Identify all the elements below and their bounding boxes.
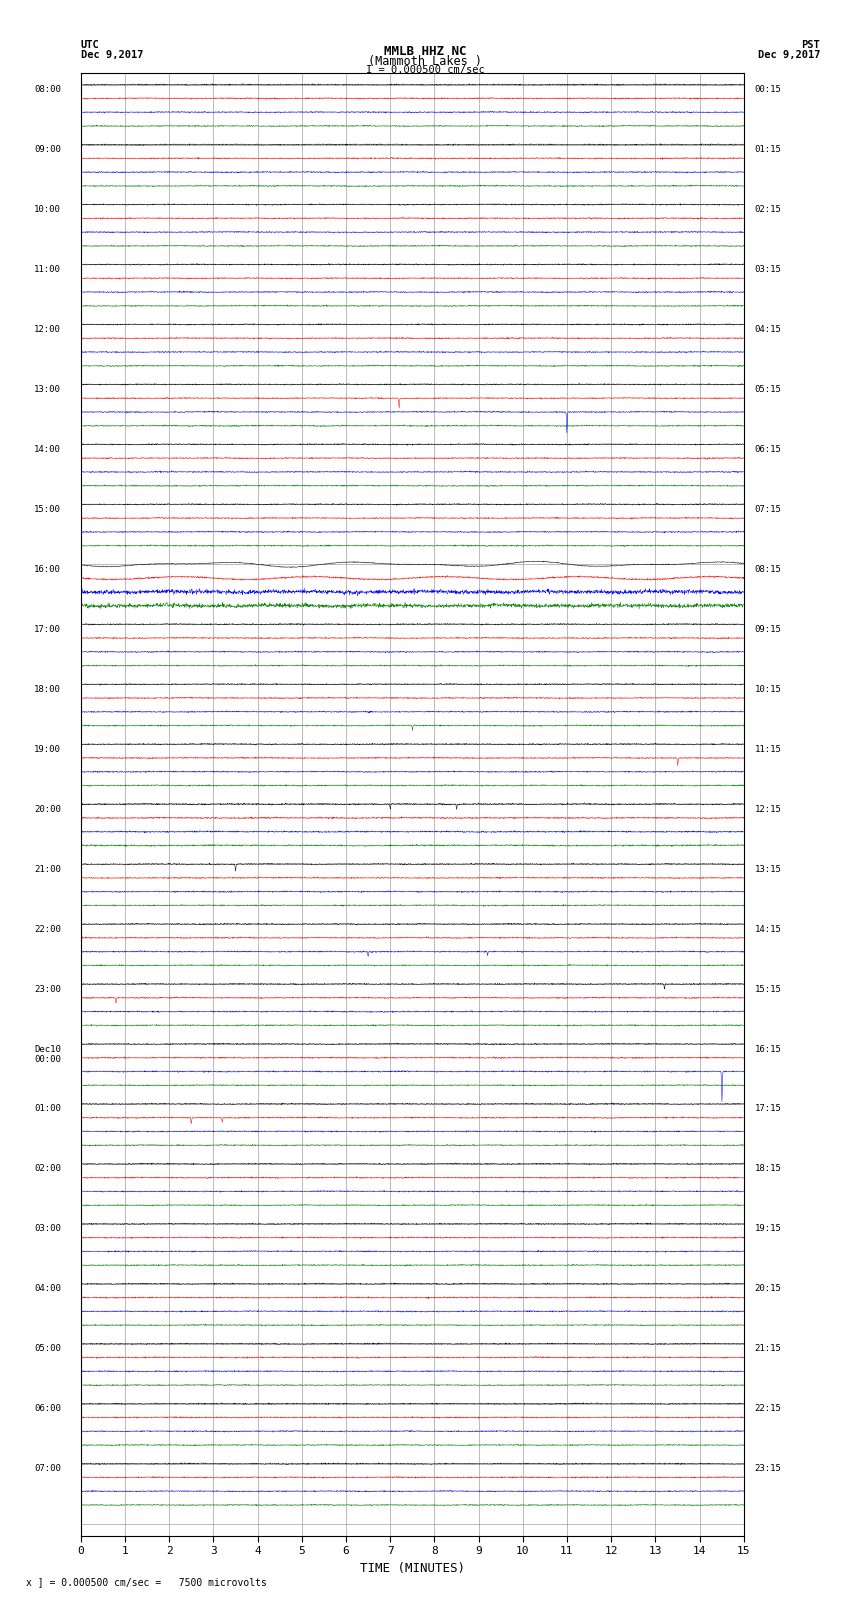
Text: 13:15: 13:15 [755, 865, 782, 874]
Text: 04:15: 04:15 [755, 324, 782, 334]
Text: 03:00: 03:00 [34, 1224, 61, 1234]
Text: 03:15: 03:15 [755, 265, 782, 274]
Text: 06:00: 06:00 [34, 1405, 61, 1413]
Text: 11:15: 11:15 [755, 745, 782, 753]
Text: 17:15: 17:15 [755, 1105, 782, 1113]
Text: 10:00: 10:00 [34, 205, 61, 215]
Text: 08:15: 08:15 [755, 565, 782, 574]
Text: Dec 9,2017: Dec 9,2017 [81, 50, 144, 60]
Text: 20:00: 20:00 [34, 805, 61, 813]
Text: 23:00: 23:00 [34, 984, 61, 994]
Text: 14:15: 14:15 [755, 924, 782, 934]
Text: 23:15: 23:15 [755, 1465, 782, 1473]
Text: 13:00: 13:00 [34, 386, 61, 394]
Text: 04:00: 04:00 [34, 1284, 61, 1294]
Text: 16:00: 16:00 [34, 565, 61, 574]
Text: 01:00: 01:00 [34, 1105, 61, 1113]
Text: 08:00: 08:00 [34, 85, 61, 94]
Text: 09:00: 09:00 [34, 145, 61, 155]
Text: (Mammoth Lakes ): (Mammoth Lakes ) [368, 55, 482, 68]
Text: 11:00: 11:00 [34, 265, 61, 274]
Text: 21:15: 21:15 [755, 1344, 782, 1353]
Text: Dec10
00:00: Dec10 00:00 [34, 1045, 61, 1065]
Text: MMLB HHZ NC: MMLB HHZ NC [383, 45, 467, 58]
Text: 14:00: 14:00 [34, 445, 61, 453]
Text: PST: PST [802, 40, 820, 50]
Text: 22:00: 22:00 [34, 924, 61, 934]
Text: 19:15: 19:15 [755, 1224, 782, 1234]
Text: 19:00: 19:00 [34, 745, 61, 753]
Text: 12:15: 12:15 [755, 805, 782, 813]
Text: 07:00: 07:00 [34, 1465, 61, 1473]
Text: 09:15: 09:15 [755, 624, 782, 634]
Text: 17:00: 17:00 [34, 624, 61, 634]
Text: x ] = 0.000500 cm/sec =   7500 microvolts: x ] = 0.000500 cm/sec = 7500 microvolts [26, 1578, 266, 1587]
Text: 18:15: 18:15 [755, 1165, 782, 1173]
Text: UTC: UTC [81, 40, 99, 50]
Text: 20:15: 20:15 [755, 1284, 782, 1294]
Text: Dec 9,2017: Dec 9,2017 [757, 50, 820, 60]
Text: 18:00: 18:00 [34, 686, 61, 694]
Text: 07:15: 07:15 [755, 505, 782, 515]
Text: 02:15: 02:15 [755, 205, 782, 215]
Text: I = 0.000500 cm/sec: I = 0.000500 cm/sec [366, 65, 484, 74]
Text: 00:15: 00:15 [755, 85, 782, 94]
Text: 12:00: 12:00 [34, 324, 61, 334]
Text: 02:00: 02:00 [34, 1165, 61, 1173]
Text: 06:15: 06:15 [755, 445, 782, 453]
Text: 22:15: 22:15 [755, 1405, 782, 1413]
Text: 05:15: 05:15 [755, 386, 782, 394]
X-axis label: TIME (MINUTES): TIME (MINUTES) [360, 1561, 465, 1574]
Text: 15:15: 15:15 [755, 984, 782, 994]
Text: 01:15: 01:15 [755, 145, 782, 155]
Text: 16:15: 16:15 [755, 1045, 782, 1053]
Text: 05:00: 05:00 [34, 1344, 61, 1353]
Text: 10:15: 10:15 [755, 686, 782, 694]
Text: 15:00: 15:00 [34, 505, 61, 515]
Text: 21:00: 21:00 [34, 865, 61, 874]
